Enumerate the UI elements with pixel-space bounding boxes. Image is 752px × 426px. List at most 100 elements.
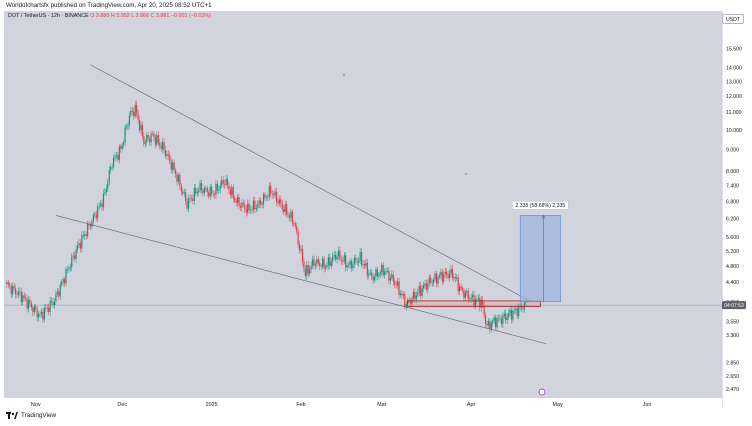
candle-body [489, 321, 491, 330]
candle-body [91, 221, 93, 227]
candle-body [112, 157, 115, 168]
wedge-lower-line [55, 215, 547, 345]
candle-body [199, 183, 201, 191]
y-tick-label: 4.800 [726, 264, 739, 270]
candle-body [228, 185, 230, 190]
candle-body [128, 115, 131, 125]
candle-body [358, 260, 360, 263]
candle-body [222, 179, 224, 185]
candle-body [39, 313, 41, 315]
candle-body [111, 167, 113, 168]
y-tick-label: 5.600 [726, 235, 739, 241]
candle-body [114, 155, 116, 158]
candle-body [176, 174, 178, 182]
candle-body [437, 277, 439, 284]
candle-body [255, 207, 257, 210]
candle-body [27, 299, 30, 309]
chart-area[interactable] [4, 11, 722, 407]
candle-body [322, 258, 324, 267]
candle-body [149, 138, 151, 143]
candle-body [127, 124, 129, 127]
candle-body [281, 203, 283, 210]
candle-body [42, 311, 44, 320]
candle-body [231, 187, 233, 196]
candle-body [421, 288, 423, 296]
candle-body [161, 142, 164, 150]
candle-body [369, 272, 371, 274]
price-axis[interactable] [722, 11, 748, 407]
candle-body [454, 277, 456, 279]
candle-body [159, 142, 161, 146]
candle-body [85, 234, 87, 237]
candle-body [185, 192, 187, 202]
candle-body [378, 274, 380, 277]
candle-body [365, 262, 367, 266]
candle-body [187, 198, 190, 209]
candle-body [335, 254, 337, 260]
candle-body [373, 276, 376, 281]
candle-body [211, 186, 213, 194]
candle-body [280, 199, 282, 204]
candle-body [412, 291, 415, 299]
candle-body [391, 274, 393, 278]
candle-body [297, 231, 299, 245]
candle-body [467, 290, 469, 299]
candle-body [371, 272, 373, 277]
x-tick-label: Apr [467, 402, 476, 408]
candle-body [273, 194, 275, 196]
price-badge [722, 301, 746, 310]
candle-body [209, 186, 211, 197]
candle-body [260, 200, 262, 205]
candle-body [523, 302, 526, 309]
candle-body [97, 206, 99, 219]
candle-body [493, 317, 495, 321]
candle-body [160, 145, 162, 150]
candle-body [510, 309, 513, 320]
candle-body [239, 205, 242, 208]
candle-body [156, 135, 158, 145]
candle-body [339, 250, 341, 260]
candle-body [95, 213, 97, 219]
y-tick-label: 12.000 [726, 94, 742, 100]
candle-body [291, 211, 293, 224]
candle-body [506, 316, 508, 321]
candle-body [120, 146, 122, 149]
candle-body [218, 189, 220, 191]
candle-body [177, 175, 180, 182]
time-axis[interactable] [4, 398, 722, 410]
candle-body [49, 300, 51, 313]
candle-body [125, 126, 128, 128]
candle-body [368, 273, 370, 276]
y-tick-label: 9.000 [726, 147, 739, 153]
candle-body [123, 142, 125, 145]
x-tick-label: Feb [296, 402, 305, 408]
candle-body [408, 299, 410, 301]
candle-body [340, 259, 342, 261]
candle-body [479, 298, 481, 308]
candle-body [75, 249, 77, 259]
footer: TradingView [6, 412, 56, 419]
candle-body [46, 307, 48, 309]
candle-body [304, 268, 306, 276]
candle-body [271, 193, 273, 195]
y-tick-label: 11.000 [726, 110, 742, 116]
candle-body [215, 183, 217, 196]
candle-body [32, 307, 34, 313]
currency-button[interactable]: USDT [722, 14, 744, 24]
candle-body [503, 313, 505, 316]
candle-body [238, 196, 240, 206]
candle-body [244, 204, 246, 210]
candle-body [477, 298, 479, 300]
candle-body [515, 308, 517, 310]
candle-body [140, 124, 142, 131]
candle-body [522, 308, 524, 310]
y-tick-label: 3.550 [726, 320, 739, 326]
candle-body [69, 267, 71, 269]
projection-label-box [512, 201, 569, 210]
candle-body [460, 286, 462, 289]
candle-body [428, 277, 430, 283]
candle-body [347, 264, 350, 266]
candle-body [372, 276, 374, 281]
candle-body [519, 305, 521, 307]
candle-body [296, 226, 298, 232]
